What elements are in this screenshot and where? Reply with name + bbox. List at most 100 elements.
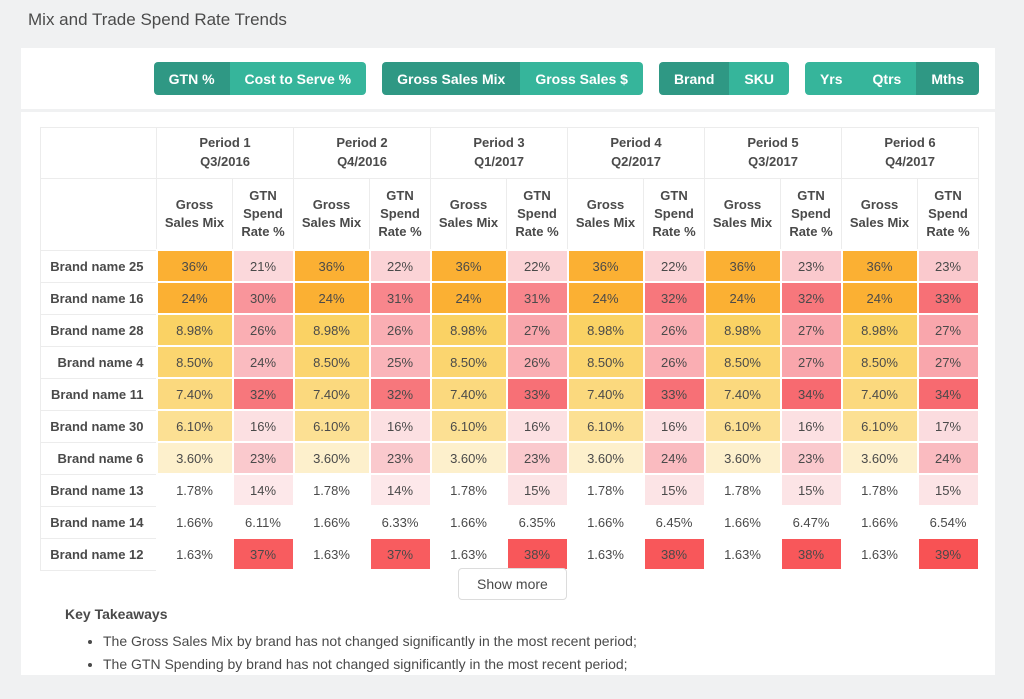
table-row: Brand name 30 6.10% 16% 6.10% 16% 6.10% 16% 6.1… (40, 409, 980, 444)
brand-name-cell: Brand name 11 (40, 377, 157, 411)
gross-sales-mix-cell: 36% (703, 249, 782, 284)
gtn-spend-rate-cell: 37% (368, 537, 432, 572)
gtn-spend-rate-cell: 6.54% (916, 505, 980, 540)
gross-sales-mix-cell: 3.60% (155, 441, 234, 476)
gross-sales-mix-cell: 1.63% (566, 537, 645, 572)
gtn-spend-rate-cell: 15% (505, 473, 569, 508)
gross-sales-mix-cell: 7.40% (566, 377, 645, 412)
gross-sales-mix-cell: 24% (429, 281, 508, 316)
toggle-button-gtn-pct[interactable]: GTN % (153, 62, 230, 95)
toggle-button-qtrs[interactable]: Qtrs (857, 62, 917, 95)
period-quarter: Q4/2016 (337, 153, 387, 169)
gtn-spend-rate-cell: 6.33% (368, 505, 432, 540)
gtn-spend-rate-cell: 32% (642, 281, 706, 316)
period-header-4: Period 4 Q2/2017 (567, 127, 705, 179)
table-row: Brand name 11 7.40% 32% 7.40% 32% 7.40% 33% 7.4… (40, 377, 980, 412)
gross-sales-mix-cell: 8.98% (703, 313, 782, 348)
key-takeaways-title: Key Takeaways (65, 606, 168, 622)
gtn-spend-rate-cell: 26% (505, 345, 569, 380)
brand-name-cell: Brand name 14 (40, 505, 157, 539)
show-more-button[interactable]: Show more (458, 568, 567, 600)
toggle-button-gross-sales-mix[interactable]: Gross Sales Mix (382, 62, 521, 95)
period-header-1: Period 1 Q3/2016 (156, 127, 294, 179)
brand-name-cell: Brand name 13 (40, 473, 157, 507)
gtn-spend-rate-cell: 26% (231, 313, 295, 348)
gross-sales-mix-cell: 8.50% (840, 345, 919, 380)
brand-name-cell: Brand name 6 (40, 441, 157, 475)
gtn-spend-rate-cell: 27% (916, 345, 980, 380)
gtn-spend-rate-cell: 24% (916, 441, 980, 476)
gross-sales-mix-cell: 24% (566, 281, 645, 316)
table-row: Brand name 12 1.63% 37% 1.63% 37% 1.63% 38% 1.6… (40, 537, 980, 572)
gross-sales-mix-cell: 1.63% (429, 537, 508, 572)
gtn-spend-rate-cell: 27% (505, 313, 569, 348)
gross-sales-mix-cell: 1.78% (840, 473, 919, 508)
gtn-spend-rate-cell: 21% (231, 249, 295, 284)
column-header-gross-sales-mix-p2: Gross Sales Mix (293, 177, 370, 251)
gross-sales-mix-cell: 24% (703, 281, 782, 316)
brand-name-cell: Brand name 16 (40, 281, 157, 315)
gtn-spend-rate-cell: 33% (505, 377, 569, 412)
gross-sales-mix-cell: 1.78% (429, 473, 508, 508)
gross-sales-mix-cell: 8.50% (429, 345, 508, 380)
toggle-button-sku[interactable]: SKU (729, 62, 789, 95)
gtn-spend-rate-cell: 26% (642, 313, 706, 348)
gtn-spend-rate-cell: 31% (505, 281, 569, 316)
gross-sales-mix-cell: 6.10% (292, 409, 371, 444)
gtn-spend-rate-cell: 23% (505, 441, 569, 476)
gross-sales-mix-cell: 6.10% (703, 409, 782, 444)
column-header-gtn-spend-rate-pct-p2: GTN Spend Rate % (369, 177, 431, 251)
gross-sales-mix-cell: 1.66% (429, 505, 508, 540)
gtn-spend-rate-cell: 23% (916, 249, 980, 284)
toggle-group-level: Brand SKU (658, 62, 789, 95)
gross-sales-mix-cell: 7.40% (703, 377, 782, 412)
gtn-spend-rate-cell: 27% (779, 313, 843, 348)
trends-table: Period 1 Q3/2016 Period 2 Q4/2016 Period 3 Q1… (40, 127, 980, 572)
gtn-spend-rate-cell: 16% (505, 409, 569, 444)
gross-sales-mix-cell: 7.40% (840, 377, 919, 412)
gtn-spend-rate-cell: 17% (916, 409, 980, 444)
gtn-spend-rate-cell: 6.11% (231, 505, 295, 540)
gross-sales-mix-cell: 1.63% (155, 537, 234, 572)
column-header-gtn-spend-rate-pct-p1: GTN Spend Rate % (232, 177, 294, 251)
gross-sales-mix-cell: 24% (840, 281, 919, 316)
gtn-spend-rate-cell: 14% (368, 473, 432, 508)
period-quarter: Q1/2017 (474, 153, 524, 169)
gross-sales-mix-cell: 36% (155, 249, 234, 284)
gtn-spend-rate-cell: 26% (368, 313, 432, 348)
gtn-spend-rate-cell: 26% (642, 345, 706, 380)
trends-table-card: Period 1 Q3/2016 Period 2 Q4/2016 Period 3 Q1… (21, 112, 995, 675)
gtn-spend-rate-cell: 23% (779, 441, 843, 476)
gross-sales-mix-cell: 1.78% (155, 473, 234, 508)
gtn-spend-rate-cell: 32% (779, 281, 843, 316)
gross-sales-mix-cell: 3.60% (292, 441, 371, 476)
gtn-spend-rate-cell: 22% (505, 249, 569, 284)
column-header-gross-sales-mix-p6: Gross Sales Mix (841, 177, 918, 251)
toggle-button-cost-to-serve-pct[interactable]: Cost to Serve % (229, 62, 367, 95)
table-row: Brand name 14 1.66% 6.11% 1.66% 6.33% 1.66% 6.… (40, 505, 980, 540)
gross-sales-mix-cell: 3.60% (840, 441, 919, 476)
toggle-button-yrs[interactable]: Yrs (804, 62, 858, 95)
gtn-spend-rate-cell: 24% (231, 345, 295, 380)
column-header-gross-sales-mix-p5: Gross Sales Mix (704, 177, 781, 251)
column-header-gross-sales-mix-p4: Gross Sales Mix (567, 177, 644, 251)
gross-sales-mix-cell: 1.63% (840, 537, 919, 572)
gtn-spend-rate-cell: 34% (779, 377, 843, 412)
gross-sales-mix-cell: 7.40% (429, 377, 508, 412)
column-header-gross-sales-mix-p3: Gross Sales Mix (430, 177, 507, 251)
gtn-spend-rate-cell: 34% (916, 377, 980, 412)
gross-sales-mix-cell: 1.66% (155, 505, 234, 540)
period-name: Period 5 (747, 135, 799, 150)
toggle-button-mths[interactable]: Mths (916, 62, 979, 95)
toggle-button-brand[interactable]: Brand (658, 62, 730, 95)
gross-sales-mix-cell: 36% (566, 249, 645, 284)
gross-sales-mix-cell: 1.66% (566, 505, 645, 540)
gtn-spend-rate-cell: 33% (916, 281, 980, 316)
toolbar: GTN % Cost to Serve % Gross Sales Mix Gross… (21, 48, 995, 109)
table-row: Brand name 4 8.50% 24% 8.50% 25% 8.50% 26% 8.50… (40, 345, 980, 380)
gtn-spend-rate-cell: 33% (642, 377, 706, 412)
gross-sales-mix-cell: 36% (429, 249, 508, 284)
toggle-button-gross-sales-usd[interactable]: Gross Sales $ (520, 62, 643, 95)
column-header-gtn-spend-rate-pct-p4: GTN Spend Rate % (643, 177, 705, 251)
gtn-spend-rate-cell: 30% (231, 281, 295, 316)
